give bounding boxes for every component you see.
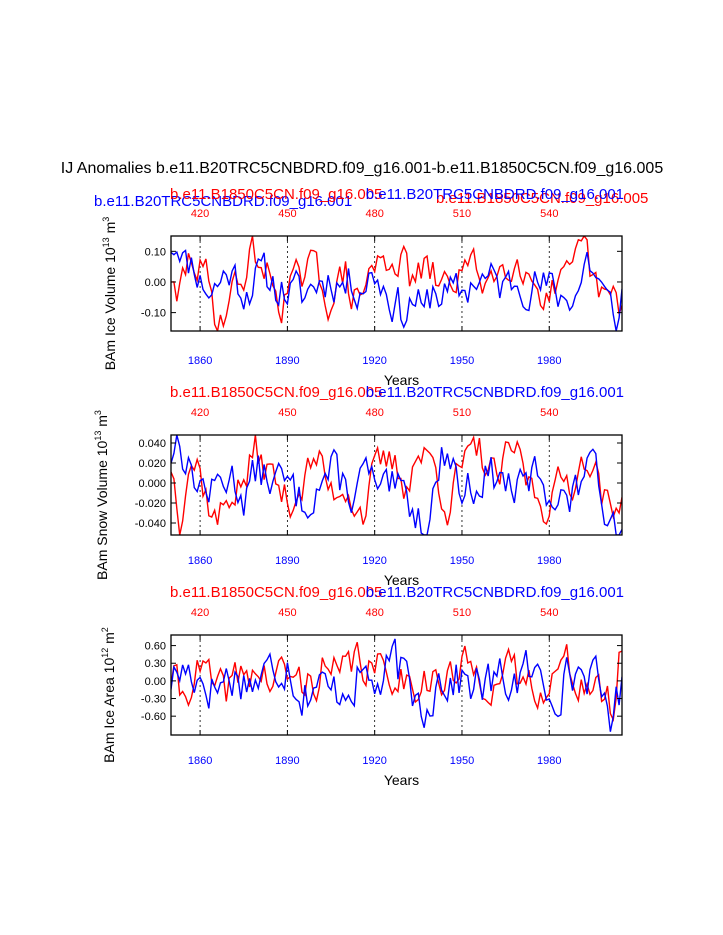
y-axis-label-part: 3 [101, 217, 111, 222]
top-tick-label: 480 [365, 407, 383, 419]
series-line-control [171, 641, 622, 723]
x-tick-label: 1860 [188, 755, 212, 767]
plot-title-right: b.e11.B20TRC5CNBDRD.f09_g16.001 [366, 584, 624, 601]
top-tick-label: 540 [540, 607, 558, 619]
top-tick-label: 510 [453, 607, 471, 619]
x-tick-label: 1950 [450, 555, 474, 567]
x-tick-label: 1980 [537, 555, 561, 567]
x-tick-label: 1860 [188, 355, 212, 367]
header-control-run-label: b.e11.B1850C5CN.f09_g16.005 [436, 190, 648, 207]
plot-title-left: b.e11.B1850C5CN.f09_g16.005 [170, 584, 382, 601]
y-tick-label: -0.10 [141, 308, 166, 320]
plot-frame [170, 434, 623, 536]
y-tick-label: 0.000 [138, 478, 166, 490]
plot-frame [170, 634, 623, 736]
y-tick-label: 0.040 [138, 438, 166, 450]
y-tick-label: 0.30 [145, 658, 166, 670]
x-tick-label: 1950 [450, 755, 474, 767]
series-line-historical [171, 638, 622, 732]
y-axis-label-part: m [101, 632, 117, 648]
x-axis-label: Years [384, 372, 419, 388]
x-tick-label: 1890 [275, 555, 299, 567]
y-axis-label-part: 3 [93, 410, 103, 415]
top-tick-label: 420 [191, 407, 209, 419]
top-tick-label: 510 [453, 407, 471, 419]
y-tick-label: -0.60 [141, 711, 166, 723]
x-axis-label: Years [384, 572, 419, 588]
y-axis-label-part: m [102, 222, 118, 238]
chart-panels: b.e11.B1850C5CN.f09_g16.005b.e11.B20TRC5… [93, 186, 624, 788]
y-axis-label-part: 13 [101, 237, 111, 247]
top-tick-label: 420 [191, 607, 209, 619]
x-tick-label: 1950 [450, 355, 474, 367]
y-axis-label-part: BAm Snow Volume 10 [94, 440, 110, 580]
plot-title-left: b.e11.B1850C5CN.f09_g16.005 [170, 384, 382, 401]
x-tick-label: 1980 [537, 755, 561, 767]
top-tick-label: 540 [540, 208, 558, 220]
chart-panel-ice-area: b.e11.B1850C5CN.f09_g16.005b.e11.B20TRC5… [100, 584, 624, 788]
y-tick-label: 0.10 [145, 246, 166, 258]
y-tick-label: -0.30 [141, 694, 166, 706]
y-tick-label: 0.020 [138, 458, 166, 470]
top-tick-label: 450 [278, 208, 296, 220]
y-tick-label: 0.00 [145, 277, 166, 289]
x-tick-label: 1890 [275, 355, 299, 367]
top-tick-label: 420 [191, 208, 209, 220]
x-tick-label: 1920 [362, 755, 386, 767]
plot-title-right: b.e11.B20TRC5CNBDRD.f09_g16.001 [366, 384, 624, 401]
y-axis-label-part: 12 [100, 648, 110, 658]
top-tick-label: 450 [278, 407, 296, 419]
x-tick-label: 1860 [188, 555, 212, 567]
top-tick-label: 480 [365, 208, 383, 220]
y-axis-label-part: BAm Ice Volume 10 [102, 247, 118, 370]
series-line-historical [171, 249, 622, 331]
chart-panel-snow-volume: b.e11.B1850C5CN.f09_g16.005b.e11.B20TRC5… [93, 384, 624, 588]
y-axis-label-part: 2 [100, 627, 110, 632]
y-tick-label: -0.040 [135, 518, 166, 530]
y-axis-label: BAm Ice Volume 1013 m3 [101, 217, 118, 371]
x-tick-label: 1920 [362, 555, 386, 567]
y-tick-label: 0.00 [145, 676, 166, 688]
plot-title-right: b.e11.B20TRC5CNBDRD.f09_g16.001 [366, 186, 624, 203]
top-tick-label: 540 [540, 407, 558, 419]
chart-panel-ice-volume: b.e11.B1850C5CN.f09_g16.005b.e11.B20TRC5… [101, 186, 624, 388]
y-axis-label: BAm Snow Volume 1013 m3 [93, 410, 110, 580]
y-tick-label: 0.60 [145, 641, 166, 653]
x-tick-label: 1980 [537, 355, 561, 367]
y-axis-label-part: m [94, 415, 110, 431]
top-tick-label: 480 [365, 607, 383, 619]
top-tick-label: 450 [278, 607, 296, 619]
series-line-historical [171, 435, 622, 535]
y-axis-label: BAm Ice Area 1012 m2 [100, 627, 117, 763]
top-tick-label: 510 [453, 208, 471, 220]
plot-title-left: b.e11.B1850C5CN.f09_g16.005 [170, 186, 382, 203]
y-tick-label: -0.020 [135, 498, 166, 510]
y-axis-label-part: 13 [93, 431, 103, 441]
plot-frame [170, 235, 623, 332]
header-historical-run-label: b.e11.B20TRC5CNBDRD.f09_g16.001 [94, 193, 352, 210]
y-axis-label-part: BAm Ice Area 10 [101, 658, 117, 763]
x-tick-label: 1890 [275, 755, 299, 767]
series-line-control [171, 236, 622, 331]
series-line-control [171, 435, 622, 535]
page-title: IJ Anomalies b.e11.B20TRC5CNBDRD.f09_g16… [61, 160, 664, 177]
x-tick-label: 1920 [362, 355, 386, 367]
x-axis-label: Years [384, 772, 419, 788]
